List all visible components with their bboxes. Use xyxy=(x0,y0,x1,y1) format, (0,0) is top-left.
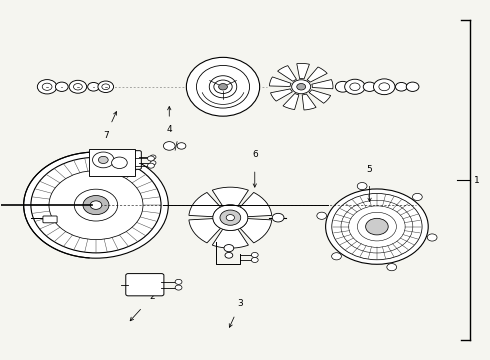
Circle shape xyxy=(213,205,248,230)
Ellipse shape xyxy=(209,76,237,98)
Circle shape xyxy=(332,253,342,260)
Wedge shape xyxy=(283,94,299,109)
Circle shape xyxy=(224,244,234,252)
Circle shape xyxy=(251,257,258,262)
Circle shape xyxy=(387,264,396,271)
Wedge shape xyxy=(302,94,316,110)
Wedge shape xyxy=(189,193,220,217)
Circle shape xyxy=(98,156,108,163)
Circle shape xyxy=(83,195,109,215)
Text: 1: 1 xyxy=(474,176,479,185)
Circle shape xyxy=(150,155,156,159)
Circle shape xyxy=(297,84,306,90)
Circle shape xyxy=(251,252,258,257)
Circle shape xyxy=(69,80,87,93)
Circle shape xyxy=(150,161,156,165)
Circle shape xyxy=(74,84,82,90)
Circle shape xyxy=(427,234,437,241)
Circle shape xyxy=(366,218,388,235)
Circle shape xyxy=(219,84,227,90)
Circle shape xyxy=(175,285,182,290)
Wedge shape xyxy=(312,80,333,89)
Circle shape xyxy=(147,163,154,168)
Wedge shape xyxy=(240,219,272,243)
Text: 7: 7 xyxy=(103,131,109,140)
Wedge shape xyxy=(307,67,327,82)
Bar xyxy=(89,149,135,176)
Circle shape xyxy=(102,84,110,90)
Circle shape xyxy=(175,279,182,284)
Circle shape xyxy=(363,82,376,91)
Circle shape xyxy=(177,143,186,149)
Circle shape xyxy=(413,193,422,201)
Circle shape xyxy=(88,82,99,91)
Ellipse shape xyxy=(196,66,249,108)
Circle shape xyxy=(214,80,232,94)
Text: 2: 2 xyxy=(149,292,155,301)
Wedge shape xyxy=(270,77,291,86)
Circle shape xyxy=(350,83,360,90)
Circle shape xyxy=(49,171,143,240)
Wedge shape xyxy=(278,66,296,81)
FancyBboxPatch shape xyxy=(126,274,164,296)
Circle shape xyxy=(379,83,390,91)
Circle shape xyxy=(373,79,395,95)
FancyBboxPatch shape xyxy=(43,216,57,223)
Circle shape xyxy=(272,213,284,222)
Circle shape xyxy=(52,173,139,237)
Circle shape xyxy=(344,79,365,94)
Circle shape xyxy=(37,80,57,94)
Circle shape xyxy=(292,80,311,94)
Circle shape xyxy=(226,215,235,221)
Wedge shape xyxy=(297,63,309,79)
Circle shape xyxy=(42,83,52,90)
Circle shape xyxy=(163,141,175,150)
Wedge shape xyxy=(189,219,220,243)
Circle shape xyxy=(74,189,118,221)
Text: 4: 4 xyxy=(167,125,172,134)
Circle shape xyxy=(326,189,428,264)
Circle shape xyxy=(406,82,419,91)
Circle shape xyxy=(112,157,127,168)
Wedge shape xyxy=(309,90,331,103)
Circle shape xyxy=(98,81,114,93)
Circle shape xyxy=(317,212,327,219)
Wedge shape xyxy=(270,89,293,101)
Wedge shape xyxy=(212,187,248,206)
Circle shape xyxy=(357,183,367,190)
Wedge shape xyxy=(240,193,272,217)
FancyBboxPatch shape xyxy=(101,151,141,169)
Text: 3: 3 xyxy=(237,299,243,308)
Ellipse shape xyxy=(186,57,260,116)
Circle shape xyxy=(147,156,154,161)
Circle shape xyxy=(31,157,161,253)
Text: 5: 5 xyxy=(367,165,372,174)
Circle shape xyxy=(395,82,407,91)
Wedge shape xyxy=(212,229,248,248)
Circle shape xyxy=(220,210,241,225)
Circle shape xyxy=(93,152,114,168)
Circle shape xyxy=(24,152,168,258)
Text: 6: 6 xyxy=(252,150,258,159)
Circle shape xyxy=(335,81,350,92)
Circle shape xyxy=(90,201,102,210)
Circle shape xyxy=(225,252,233,258)
Circle shape xyxy=(55,82,68,91)
